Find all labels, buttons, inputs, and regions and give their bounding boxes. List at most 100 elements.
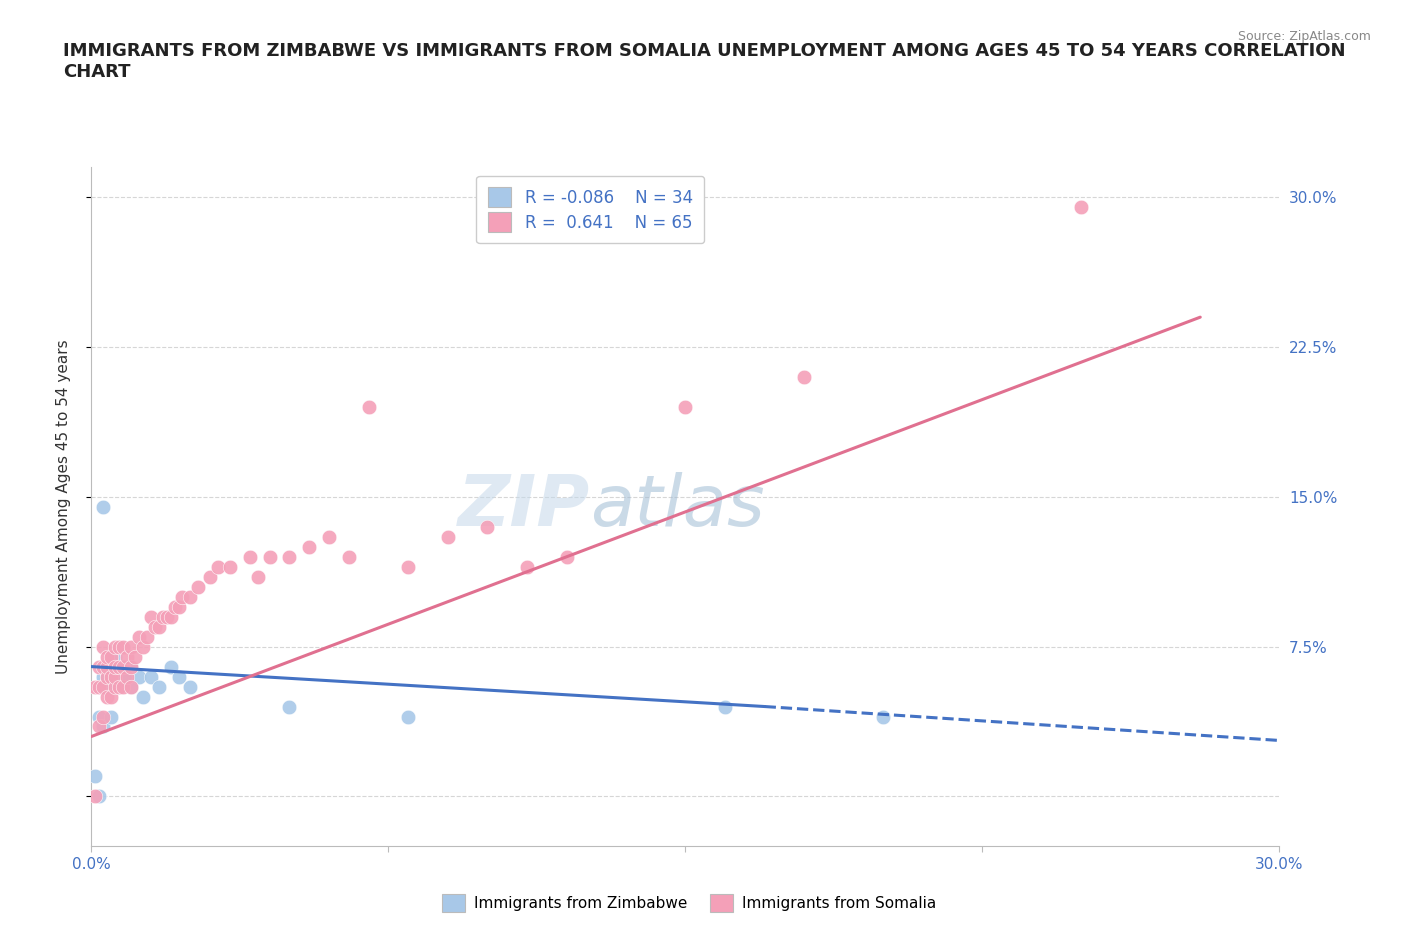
Point [104,659,127,674]
Point [132,639,155,654]
Text: IMMIGRANTS FROM ZIMBABWE VS IMMIGRANTS FROM SOMALIA UNEMPLOYMENT AMONG AGES 45 T: IMMIGRANTS FROM ZIMBABWE VS IMMIGRANTS F… [63,42,1346,81]
Point [132,689,155,704]
Point [555,550,578,565]
Point [104,679,127,694]
Point [84,789,107,804]
Point [112,639,135,654]
Point [100,709,122,724]
Point [91,679,114,694]
Point [91,639,114,654]
Point [96,670,118,684]
Point [89,709,111,724]
Point [91,499,114,514]
Point [96,670,118,684]
Point [298,539,321,554]
Point [100,649,122,664]
Point [207,559,229,574]
Point [167,670,190,684]
Point [128,630,150,644]
Point [84,769,107,784]
Point [108,679,131,694]
Point [104,679,127,694]
Point [246,569,269,584]
Point [89,679,111,694]
Point [104,649,127,664]
Point [96,689,118,704]
Point [91,719,114,734]
Point [84,679,107,694]
Point [318,529,340,544]
Point [135,630,157,644]
Point [259,550,281,565]
Point [156,609,179,624]
Y-axis label: Unemployment Among Ages 45 to 54 years: Unemployment Among Ages 45 to 54 years [56,339,70,674]
Point [96,649,118,664]
Point [124,649,146,664]
Point [872,709,894,724]
Legend: Immigrants from Zimbabwe, Immigrants from Somalia: Immigrants from Zimbabwe, Immigrants fro… [436,888,942,918]
Point [89,719,111,734]
Point [167,599,190,614]
Point [89,679,111,694]
Point [477,519,499,534]
Point [139,609,162,624]
Point [159,609,181,624]
Point [96,679,118,694]
Text: Source: ZipAtlas.com: Source: ZipAtlas.com [1237,30,1371,43]
Point [357,400,380,415]
Point [187,579,209,594]
Point [172,590,194,604]
Point [139,670,162,684]
Point [108,670,131,684]
Point [148,619,170,634]
Point [91,659,114,674]
Point [200,569,222,584]
Point [128,670,150,684]
Point [278,550,301,565]
Point [96,659,118,674]
Point [115,649,138,664]
Point [396,559,419,574]
Point [91,670,114,684]
Point [115,670,138,684]
Point [100,670,122,684]
Point [159,659,181,674]
Point [112,659,135,674]
Text: ZIP: ZIP [458,472,591,541]
Point [91,659,114,674]
Legend: R = -0.086    N = 34, R =  0.641    N = 65: R = -0.086 N = 34, R = 0.641 N = 65 [477,176,704,244]
Point [120,679,142,694]
Point [100,689,122,704]
Point [115,670,138,684]
Point [108,639,131,654]
Point [337,550,360,565]
Point [714,699,737,714]
Point [436,529,458,544]
Point [120,659,142,674]
Point [278,699,301,714]
Point [179,590,201,604]
Point [396,709,419,724]
Point [104,639,127,654]
Point [89,789,111,804]
Point [89,659,111,674]
Point [239,550,262,565]
Point [120,659,142,674]
Point [104,659,127,674]
Point [793,369,815,384]
Point [673,400,696,415]
Point [112,659,135,674]
Point [120,639,142,654]
Text: atlas: atlas [591,472,765,541]
Point [143,619,166,634]
Point [100,659,122,674]
Point [108,659,131,674]
Point [120,679,142,694]
Point [1070,200,1092,215]
Point [100,670,122,684]
Point [163,599,186,614]
Point [516,559,538,574]
Point [112,670,135,684]
Point [104,670,127,684]
Point [108,679,131,694]
